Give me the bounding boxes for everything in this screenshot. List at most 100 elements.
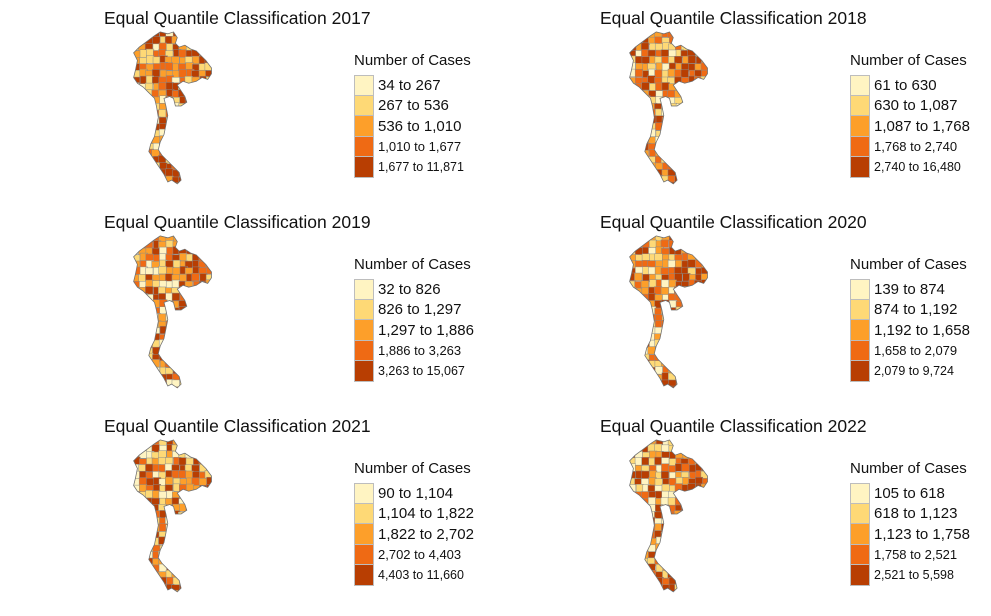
province-region [191,444,201,454]
province-region [715,591,717,599]
province-region [133,235,142,242]
province-region [204,498,212,507]
province-region [133,183,141,184]
province-region [178,352,187,361]
legend-swatch [354,116,374,137]
province-region [715,102,717,110]
province-region [661,82,670,91]
province-region [185,196,193,201]
province-region [139,544,148,553]
province-region [716,511,717,519]
province-region [145,379,155,388]
province-region [708,578,716,586]
province-region [715,598,717,606]
province-region [629,340,631,349]
province-region [172,156,181,165]
province-region [708,585,716,593]
province-region [682,491,691,500]
province-region [694,496,704,505]
province-region [219,366,221,374]
province-region [629,313,638,322]
province-region [171,312,181,321]
province-region [708,267,716,275]
province-region [654,253,663,262]
province-region [165,136,174,145]
province-region [715,197,717,201]
province-region [193,564,202,573]
legend-label: 1,192 to 1,658 [874,321,970,339]
province-region [694,130,703,139]
province-region [708,504,716,512]
province-region [641,189,649,197]
province-region [146,536,155,545]
province-region [681,576,690,585]
province-region [219,197,221,201]
province-region [151,373,160,382]
province-region [629,123,631,132]
province-region [132,604,140,609]
province-region [634,584,643,592]
province-region [185,235,194,242]
province-region [668,136,678,145]
province-region [715,518,717,526]
province-region [674,387,683,388]
province-region [158,591,167,592]
province-region [191,76,200,85]
province-region [133,339,135,348]
province-region [694,240,703,249]
province-region [138,312,148,321]
province-region [648,189,656,197]
province-region [629,130,630,139]
province-region [133,385,140,388]
province-region [139,149,148,159]
province-region [191,353,200,362]
province-region [709,273,717,281]
province-region [133,551,134,560]
province-region [629,115,637,124]
province-region [133,300,134,309]
province-region [700,551,708,560]
province-region [622,465,629,473]
province-region [629,48,631,58]
province-region [694,89,703,98]
province-region [178,439,187,447]
province-region [199,143,208,152]
province-region [158,82,167,91]
province-region [622,182,629,190]
province-region [714,458,717,466]
province-region [192,524,201,533]
province-region [701,307,708,316]
province-region [199,320,208,329]
province-region [198,89,207,98]
province-region [707,35,708,44]
province-region [629,591,638,592]
province-region [205,239,212,248]
province-region [178,156,187,165]
province-region [675,168,684,177]
province-region [192,286,201,295]
province-region [166,556,175,565]
province-region [139,379,148,388]
province-region [198,130,207,139]
province-region [133,89,135,98]
province-region [164,353,173,362]
province-region [126,452,133,460]
province-region [206,143,212,152]
country-outline [133,31,212,185]
province-region [701,157,708,166]
legend-label: 32 to 826 [378,280,441,298]
province-region [186,373,195,382]
province-region [708,564,716,572]
province-region [675,143,684,152]
province-region [629,387,637,388]
province-region [688,387,697,388]
province-region [191,531,200,540]
province-region [634,68,644,78]
province-region [675,155,684,164]
province-region [647,75,656,84]
legend-swatch [354,544,374,565]
province-region [702,531,708,540]
province-region [199,155,208,164]
province-region [701,149,708,158]
province-region [139,96,148,105]
